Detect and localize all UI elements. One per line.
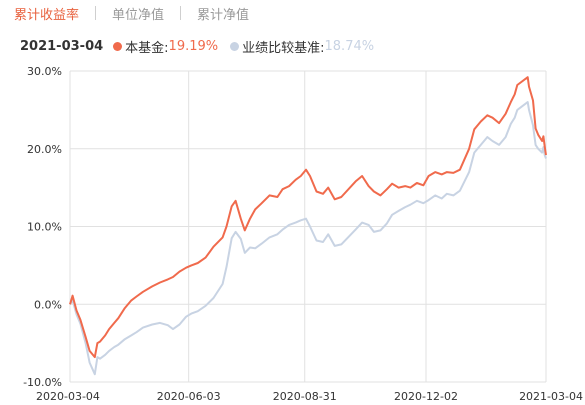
- fund-legend-value: 19.19%: [168, 39, 219, 54]
- tab-cumulative-nav[interactable]: 累计净值: [197, 7, 250, 23]
- y-tick-label: 20.0%: [27, 143, 62, 156]
- benchmark-legend-dot: [230, 42, 240, 51]
- y-tick-label: 10.0%: [27, 221, 62, 234]
- tab-divider: [180, 6, 182, 20]
- y-tick-label: 30.0%: [27, 65, 62, 78]
- tab-unit-nav[interactable]: 单位净值: [112, 7, 165, 23]
- benchmark-series-line: [69, 101, 547, 376]
- y-tick-label: -10.0%: [23, 376, 62, 389]
- x-tick-label: 2020-06-03: [157, 390, 221, 403]
- x-tick-label: 2020-08-31: [273, 390, 337, 403]
- tab-divider: [95, 6, 97, 20]
- y-tick-label: 0.0%: [34, 298, 62, 311]
- legend-date: 2021-03-04: [20, 39, 104, 54]
- chart-legend: 2021-03-04 本基金: 19.19% 业绩比较基准: 18.74%: [20, 37, 386, 56]
- fund-legend-label: 本基金:: [125, 41, 169, 56]
- x-tick-label: 2020-12-02: [394, 390, 458, 403]
- benchmark-legend-value: 18.74%: [324, 39, 375, 54]
- x-tick-label: 2020-03-04: [36, 390, 100, 403]
- x-tick-label: 2021-03-04: [519, 390, 583, 403]
- chart-tabs: 累计收益率 单位净值 累计净值: [14, 4, 259, 23]
- fund-series-line: [69, 76, 547, 359]
- tab-cumulative-return[interactable]: 累计收益率: [14, 7, 80, 23]
- benchmark-legend-label: 业绩比较基准:: [242, 41, 325, 56]
- fund-legend-dot: [113, 42, 123, 51]
